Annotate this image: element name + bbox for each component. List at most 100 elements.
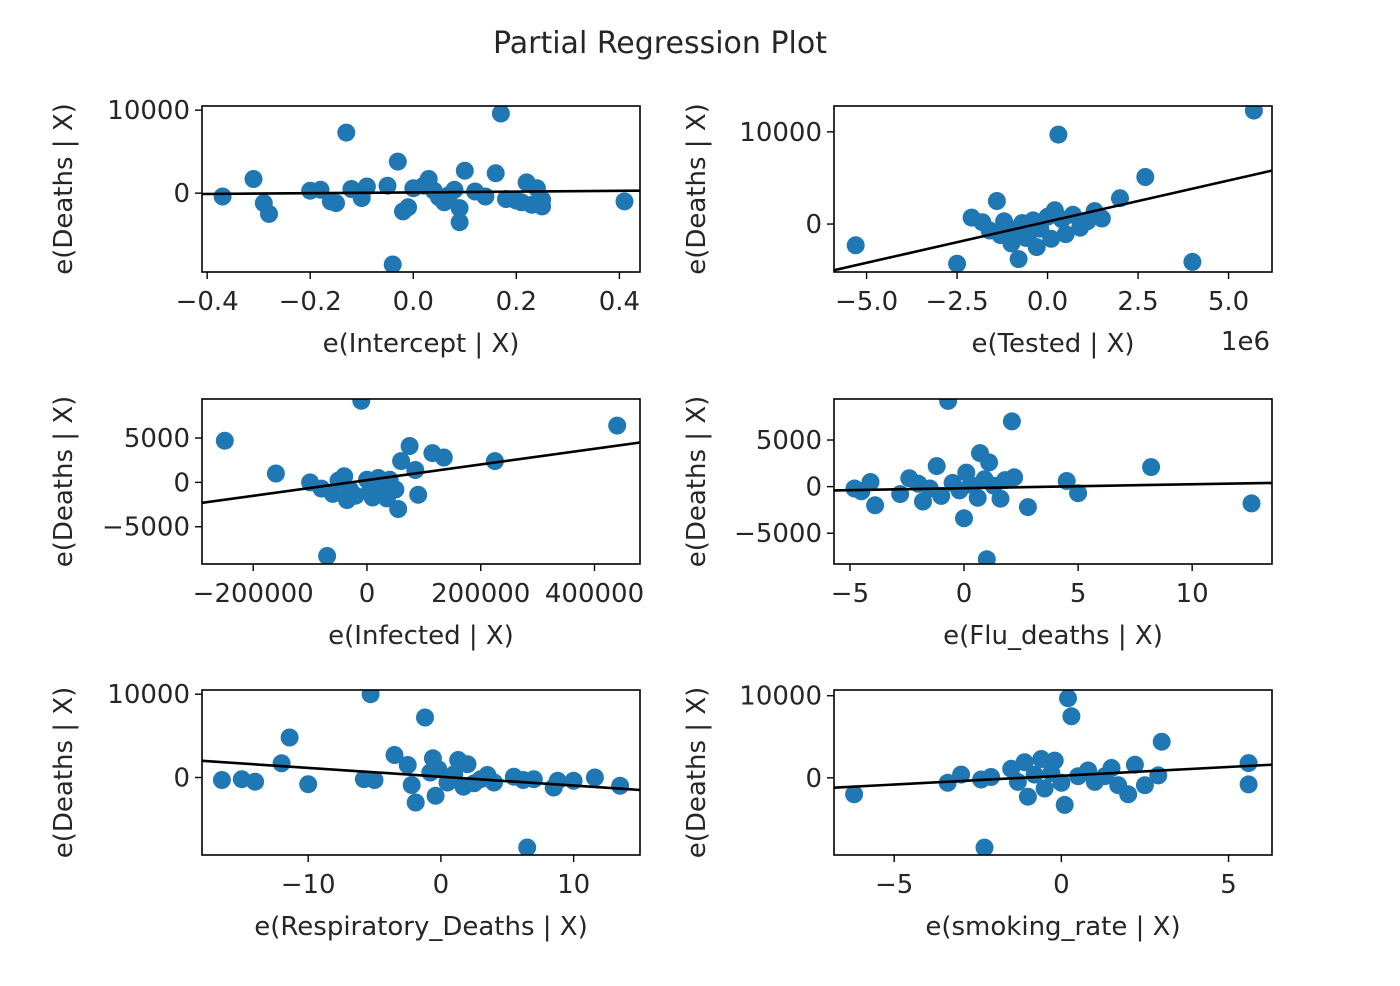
data-point	[361, 690, 380, 704]
y-tick-label: 10000	[739, 118, 822, 148]
x-tick-label: −0.4	[176, 287, 239, 317]
data-point	[1062, 707, 1081, 726]
y-axis-label: e(Deaths | X)	[682, 103, 712, 275]
data-point	[1069, 484, 1088, 503]
x-tick-label: 5	[1070, 579, 1087, 609]
data-point	[1059, 690, 1077, 708]
data-point	[608, 416, 627, 435]
data-point	[378, 176, 397, 195]
data-point	[977, 550, 996, 564]
x-axis-label: e(Respiratory_Deaths | X)	[254, 912, 588, 942]
data-point	[486, 164, 505, 183]
plot-area	[834, 690, 1272, 855]
fit-line	[834, 169, 1272, 272]
data-point	[533, 197, 552, 216]
axes-frame	[201, 689, 641, 856]
data-point	[1239, 754, 1258, 773]
data-point	[1049, 125, 1068, 144]
x-tick-label: −5	[875, 870, 913, 900]
y-tick-label: −5000	[734, 519, 822, 549]
x-tick-label: −2.5	[926, 287, 989, 317]
data-point	[1242, 494, 1261, 513]
subplot-5: −10 0 10 0 10000 e(Respiratory_Deaths | X) e(D…	[49, 680, 641, 942]
data-point	[1052, 773, 1071, 792]
fit-line	[202, 189, 640, 196]
plot-area	[202, 399, 640, 564]
data-point	[346, 486, 365, 505]
y-axis-label: e(Deaths | X)	[682, 687, 712, 859]
x-axis-label: e(smoking_rate | X)	[925, 912, 1180, 942]
x-axis-label: e(Tested | X)	[971, 329, 1134, 359]
data-point	[327, 194, 345, 213]
data-point	[215, 431, 234, 450]
data-point	[611, 776, 630, 795]
axes-frame	[833, 105, 1273, 273]
data-point	[406, 461, 425, 479]
data-point	[1136, 168, 1155, 186]
data-point	[485, 773, 503, 792]
data-point	[450, 199, 469, 218]
data-point	[213, 187, 232, 206]
data-point	[406, 793, 425, 812]
data-point	[1125, 755, 1144, 774]
data-point	[458, 755, 477, 774]
data-point	[932, 486, 951, 505]
data-point	[244, 170, 263, 188]
y-axis-label: e(Deaths | X)	[49, 396, 79, 568]
x-tick-label: 400000	[545, 579, 644, 609]
x-tick-label: 2.5	[1117, 287, 1158, 317]
data-point	[524, 770, 543, 789]
x-tick-label: 0.4	[599, 287, 640, 317]
data-point	[548, 771, 567, 790]
subplot-4: −5 0 5 10 −5000 0 5000 e(Flu_deaths | X) e(Death…	[682, 396, 1273, 651]
fit-line	[834, 763, 1272, 789]
data-point	[1111, 189, 1129, 208]
data-point	[352, 399, 371, 410]
x-tick-label: 0.0	[393, 287, 434, 317]
data-point	[1142, 458, 1161, 477]
fit-line	[202, 441, 640, 505]
data-point	[615, 192, 634, 211]
data-point	[1005, 468, 1024, 487]
data-point	[1018, 787, 1037, 806]
data-point	[272, 754, 291, 773]
data-point	[357, 177, 376, 196]
data-point	[399, 198, 418, 217]
y-tick-label: 0	[173, 468, 190, 498]
fit-line	[834, 481, 1272, 492]
data-point	[1244, 106, 1263, 120]
x-tick-label: 5	[1220, 870, 1237, 900]
data-point	[365, 771, 384, 789]
y-tick-label: 0	[805, 764, 822, 794]
data-point	[975, 838, 994, 855]
data-point	[392, 452, 411, 471]
figure-title: Partial Regression Plot	[493, 26, 827, 61]
x-tick-label: −10	[281, 870, 336, 900]
data-point	[212, 771, 231, 789]
subplot-1: −0.4 −0.2 0.0 0.2 0.4 0 10000 e(Intercept | X) e…	[49, 96, 641, 359]
data-point	[1035, 779, 1054, 798]
data-point	[991, 489, 1010, 508]
data-point	[585, 768, 604, 787]
data-point	[416, 708, 434, 727]
x-axis-label: e(Infected | X)	[328, 621, 514, 651]
subplot-3: −200000 0 200000 400000 −5000 0 5000 e(Infected…	[49, 396, 644, 651]
data-point	[386, 480, 405, 499]
data-point	[1152, 732, 1171, 751]
data-point	[398, 756, 417, 774]
data-point	[491, 106, 510, 123]
data-point	[1002, 412, 1021, 431]
data-point	[982, 768, 1001, 786]
axes-frame	[201, 398, 641, 565]
y-tick-label: 0	[173, 764, 190, 794]
plot-area	[202, 690, 640, 855]
data-point	[1009, 250, 1028, 269]
data-point	[266, 464, 285, 483]
data-point	[1183, 252, 1202, 271]
data-point	[1092, 209, 1111, 228]
data-point	[927, 457, 946, 476]
y-tick-label: 5000	[756, 426, 822, 456]
data-point	[232, 770, 251, 789]
y-tick-label: −5000	[102, 513, 190, 543]
